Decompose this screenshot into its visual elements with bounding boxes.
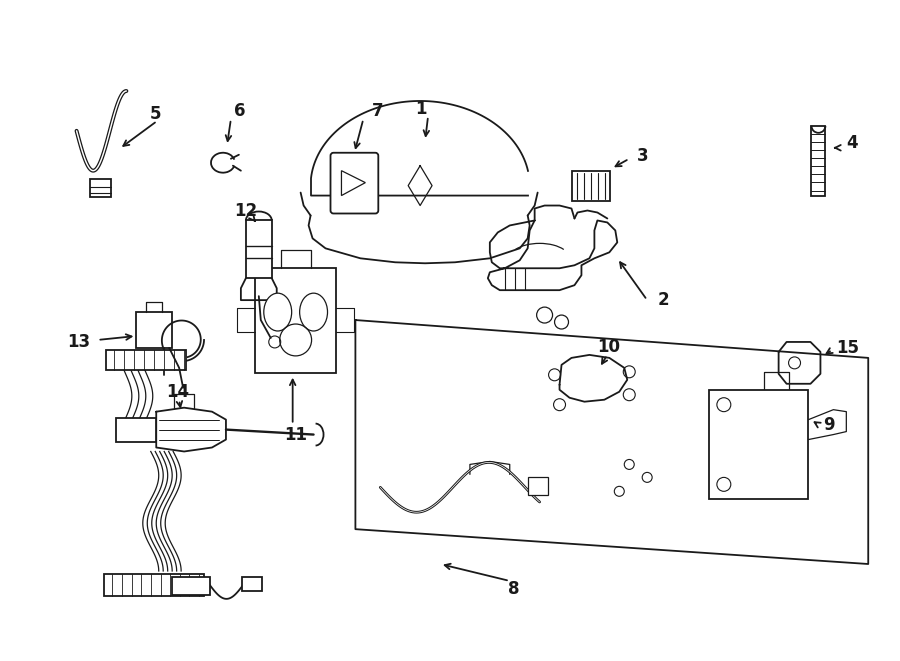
Polygon shape — [341, 171, 365, 196]
Text: 13: 13 — [68, 333, 91, 351]
Bar — [812, 126, 825, 196]
Text: 1: 1 — [415, 100, 427, 118]
Text: 5: 5 — [149, 105, 161, 123]
Text: 7: 7 — [373, 102, 384, 120]
Text: 8: 8 — [508, 580, 519, 598]
FancyBboxPatch shape — [330, 153, 378, 214]
Bar — [136, 312, 172, 348]
Text: 14: 14 — [166, 383, 189, 401]
Bar — [255, 268, 337, 373]
Bar — [89, 178, 112, 196]
Bar — [116, 418, 157, 442]
Text: 2: 2 — [657, 291, 669, 309]
Text: 10: 10 — [598, 338, 620, 356]
Bar — [527, 477, 547, 495]
Text: 15: 15 — [836, 339, 860, 357]
Bar — [709, 390, 808, 499]
Ellipse shape — [300, 293, 328, 331]
Ellipse shape — [264, 293, 292, 331]
Text: 11: 11 — [284, 426, 307, 444]
Bar — [104, 574, 204, 596]
Text: 12: 12 — [234, 202, 257, 219]
Text: 9: 9 — [824, 416, 835, 434]
Text: 6: 6 — [234, 102, 246, 120]
Bar — [242, 577, 262, 591]
Text: 4: 4 — [846, 134, 858, 152]
Bar — [172, 577, 210, 595]
Bar — [246, 221, 272, 278]
Bar — [106, 350, 186, 370]
Text: 3: 3 — [637, 147, 649, 165]
Bar — [572, 171, 610, 200]
